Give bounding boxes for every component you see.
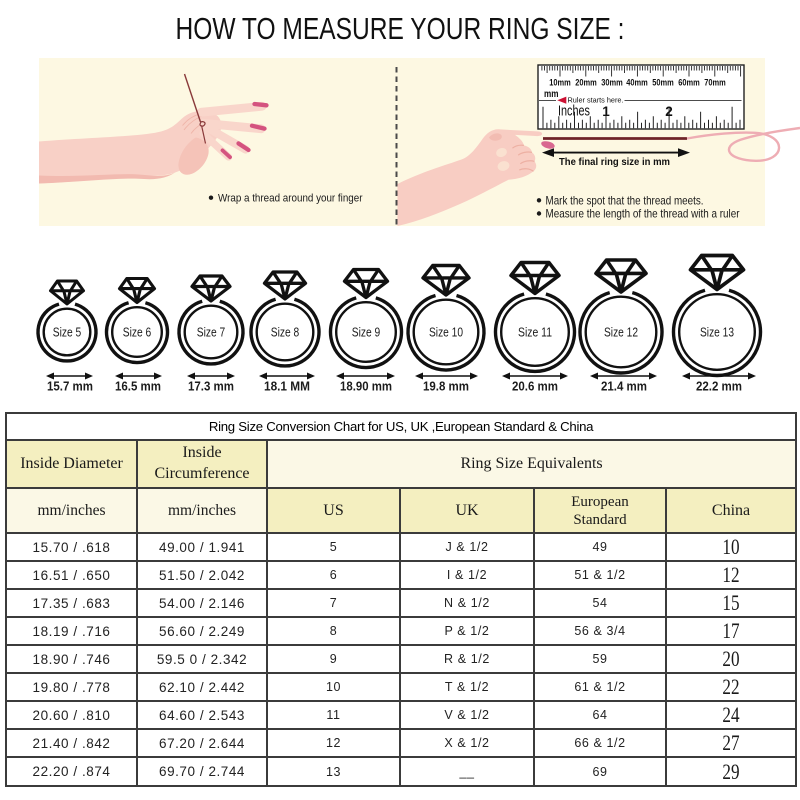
svg-text:Mark the spot that the thread: Mark the spot that the thread meets. [546, 194, 704, 207]
svg-text:30mm: 30mm [601, 78, 623, 88]
svg-text:Size 7: Size 7 [197, 325, 226, 340]
svg-text:Ruler starts here.: Ruler starts here. [568, 95, 624, 104]
svg-text:50mm: 50mm [652, 78, 674, 88]
svg-text:Size 11: Size 11 [518, 325, 552, 340]
svg-text:Measure the length of the thre: Measure the length of the thread with a … [546, 207, 740, 220]
svg-text:Size 12: Size 12 [604, 325, 638, 340]
svg-text:1: 1 [602, 104, 610, 119]
svg-text:20.6 mm: 20.6 mm [512, 380, 558, 394]
svg-text:Size 10: Size 10 [429, 325, 463, 340]
svg-text:18.1 MM: 18.1 MM [264, 380, 310, 394]
svg-text:HOW TO MEASURE YOUR RING SIZE: HOW TO MEASURE YOUR RING SIZE : [176, 12, 625, 46]
svg-text:40mm: 40mm [626, 78, 648, 88]
svg-text:20mm: 20mm [575, 78, 597, 88]
svg-text:Size 6: Size 6 [123, 325, 152, 340]
svg-text:Inches: Inches [558, 103, 590, 119]
svg-text:Wrap a thread around your fing: Wrap a thread around your finger [218, 193, 363, 205]
svg-text:Size 5: Size 5 [53, 325, 82, 340]
svg-text:15.7 mm: 15.7 mm [47, 380, 93, 394]
svg-text:60mm: 60mm [678, 78, 700, 88]
svg-text:Size 9: Size 9 [352, 325, 381, 340]
svg-text:17.3 mm: 17.3 mm [188, 380, 234, 394]
svg-text:21.4 mm: 21.4 mm [601, 380, 647, 394]
svg-text:The final ring size in mm: The final ring size in mm [559, 157, 670, 168]
svg-text:19.8 mm: 19.8 mm [423, 380, 469, 394]
svg-text:22.2 mm: 22.2 mm [696, 380, 742, 394]
svg-text:mm: mm [544, 89, 559, 100]
svg-text:10mm: 10mm [549, 78, 571, 88]
svg-text:70mm: 70mm [704, 78, 726, 88]
svg-text:Size 13: Size 13 [700, 325, 734, 340]
svg-text:2: 2 [665, 104, 673, 119]
svg-text:18.90 mm: 18.90 mm [340, 380, 392, 394]
svg-text:Size 8: Size 8 [271, 325, 300, 340]
svg-text:16.5 mm: 16.5 mm [115, 380, 161, 394]
